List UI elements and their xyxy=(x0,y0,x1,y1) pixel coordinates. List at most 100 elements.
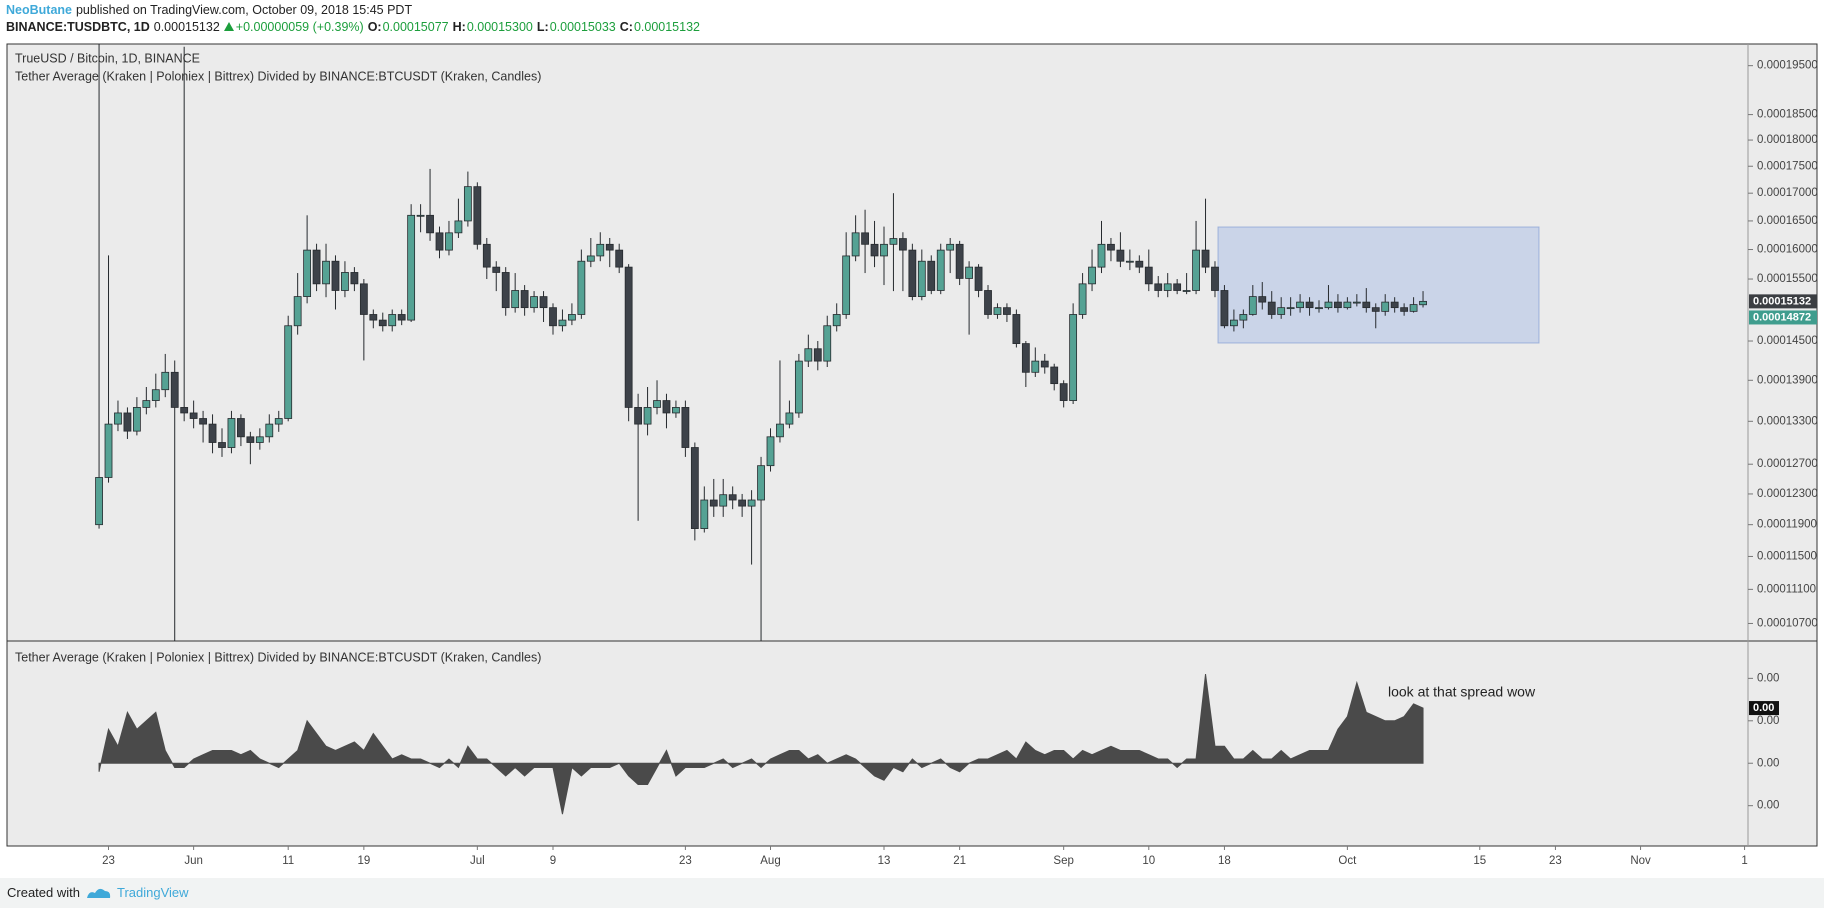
candle-body xyxy=(1125,260,1134,263)
y-tick-label: 0.00 xyxy=(1757,715,1779,727)
candle-body xyxy=(984,290,992,315)
candle-body xyxy=(776,423,784,438)
candle-body xyxy=(378,319,387,327)
candle-body xyxy=(1040,360,1049,368)
candle-body xyxy=(709,499,718,507)
y-tick-label: 0.00010700 xyxy=(1757,617,1818,629)
candle-body xyxy=(161,371,170,391)
candle-body xyxy=(1154,283,1163,291)
candle-body xyxy=(1324,301,1333,309)
x-tick-label: 23 xyxy=(679,855,692,867)
candle-body xyxy=(180,407,189,414)
candle-body xyxy=(586,255,595,262)
candle-body xyxy=(1343,301,1352,309)
y-tick-label: 0.00013300 xyxy=(1757,415,1818,427)
candle-body xyxy=(1362,301,1371,309)
x-tick-label: 23 xyxy=(1549,855,1562,867)
candle-body xyxy=(747,499,756,507)
candle-body xyxy=(416,214,425,217)
candle-body xyxy=(1315,307,1323,310)
candle-body xyxy=(1381,301,1390,312)
candle-body xyxy=(1267,301,1276,315)
y-tick-label: 0.00 xyxy=(1757,672,1779,684)
candle-body xyxy=(520,290,529,309)
candle-body xyxy=(208,423,217,443)
chart-frame xyxy=(6,43,1818,847)
candle-body xyxy=(624,266,633,408)
candle-body xyxy=(993,307,1002,315)
candle-body xyxy=(492,266,501,273)
candle-body xyxy=(1163,283,1172,291)
candle-body xyxy=(1296,301,1304,309)
candle-body xyxy=(255,436,264,443)
candle-body xyxy=(322,260,330,285)
candle-body xyxy=(331,260,340,291)
candle-body xyxy=(1229,319,1238,327)
y-tick-label: 0.00011100 xyxy=(1757,583,1816,595)
x-tick-label: Jul xyxy=(470,855,485,867)
x-tick-label: 15 xyxy=(1473,855,1486,867)
author[interactable]: NeoButane xyxy=(6,3,72,17)
candle-body xyxy=(1248,296,1257,315)
header: NeoButane published on TradingView.com, O… xyxy=(6,2,704,36)
spread-area xyxy=(98,674,1424,815)
candle-body xyxy=(615,249,624,268)
candle-body xyxy=(1201,249,1210,268)
candle-body xyxy=(804,348,813,362)
y-tick-label: 0.00016000 xyxy=(1757,244,1818,256)
chart-title: TrueUSD / Bitcoin, 1D, BINANCE xyxy=(15,51,200,65)
price-tag xyxy=(1749,294,1817,309)
candle-body xyxy=(851,232,860,257)
y-tick-label: 0.00012300 xyxy=(1757,488,1818,500)
candle-body xyxy=(445,232,453,251)
candle-body xyxy=(889,238,898,245)
candle-body xyxy=(407,214,416,321)
candle-body xyxy=(293,296,302,327)
chart: 0.00019500 0.00018500 0.00018000 0.00017500… xyxy=(6,43,1818,867)
spread-pane xyxy=(98,674,1424,815)
price-tag-label: 0.00015132 xyxy=(1753,295,1811,307)
candle-body xyxy=(662,400,671,414)
candle-body xyxy=(955,243,964,279)
candle-body xyxy=(539,296,548,309)
candle-body xyxy=(1220,290,1229,327)
candle-body xyxy=(1003,307,1011,315)
pane-title: Tether Average (Kraken | Poloniex | Bitt… xyxy=(15,650,541,664)
brand[interactable]: TradingView xyxy=(117,885,189,900)
quote-line: BINANCE:TUSDBTC, 1D 0.00015132 +0.00000059… xyxy=(6,19,704,36)
created-with: Created with xyxy=(7,885,80,900)
candle-body xyxy=(132,407,141,432)
annotation: look at that spread wow xyxy=(1388,684,1536,700)
candle-body xyxy=(974,266,983,291)
candle-body xyxy=(1419,300,1427,306)
candle-body xyxy=(312,249,321,285)
chart-subtitle: Tether Average (Kraken | Poloniex | Bitt… xyxy=(15,69,541,83)
candle-body xyxy=(114,412,122,425)
up-arrow xyxy=(223,22,234,31)
candle-body xyxy=(369,314,378,321)
candle-body xyxy=(501,272,510,309)
candle-body xyxy=(426,214,434,234)
candle-body xyxy=(936,249,945,291)
candle-body xyxy=(227,418,236,448)
x-tick-label: 23 xyxy=(102,855,115,867)
publish-line: NeoButane published on TradingView.com, O… xyxy=(6,2,704,19)
y-tick-label: 0.00012700 xyxy=(1757,458,1818,470)
candle-body xyxy=(549,307,557,327)
candle-body xyxy=(1334,301,1342,309)
change: +0.00000059 (+0.39%) xyxy=(235,20,364,34)
price-tag-label: 0.00014872 xyxy=(1753,311,1811,323)
candle-body xyxy=(672,407,680,414)
candle-body xyxy=(1352,301,1361,304)
candle-body xyxy=(1173,283,1182,291)
ohlc-key: L: xyxy=(536,20,549,34)
candle-body xyxy=(880,243,888,257)
y-tick-label: 0.00011900 xyxy=(1757,519,1817,531)
candle-body xyxy=(870,243,879,257)
candle-body xyxy=(1258,296,1267,303)
candle-body xyxy=(170,371,179,408)
candle-body xyxy=(104,423,113,478)
candle-body xyxy=(577,260,586,315)
x-tick-label: 18 xyxy=(1218,855,1231,867)
candle-body xyxy=(151,389,160,401)
